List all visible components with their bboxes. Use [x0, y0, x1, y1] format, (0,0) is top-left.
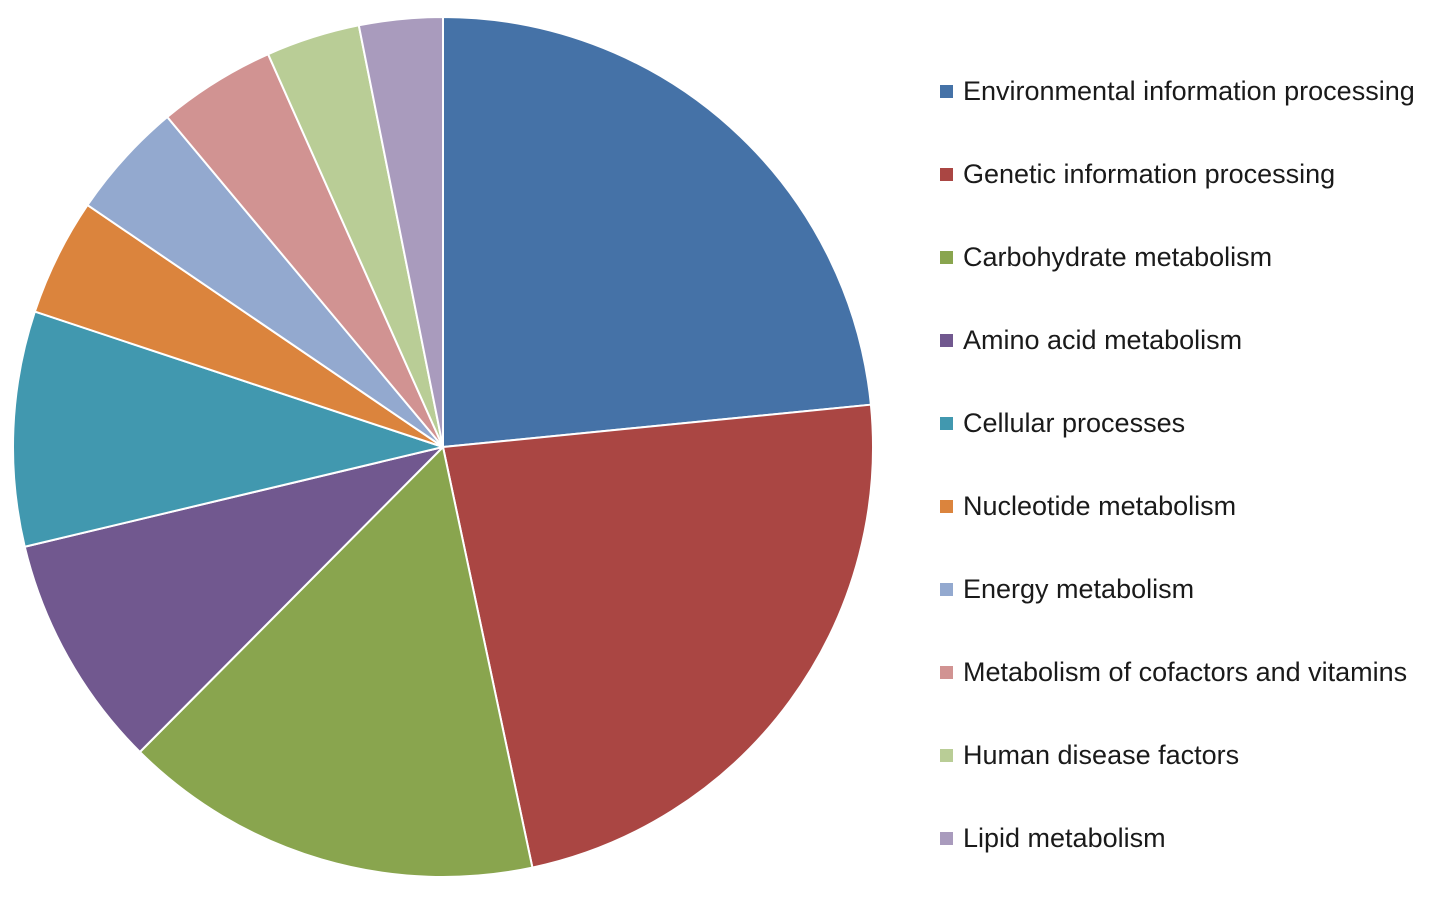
legend-label: Nucleotide metabolism: [963, 491, 1237, 521]
legend-item-nucleotide-metabolism: Nucleotide metabolism: [940, 465, 1450, 548]
pie-plot-area: [12, 16, 874, 878]
legend-label: Amino acid metabolism: [963, 325, 1243, 355]
legend-label: Human disease factors: [963, 740, 1240, 770]
legend-item-lipid-metabolism: Lipid metabolism: [940, 797, 1450, 880]
pie-slice-lipid-metabolism: [357, 16, 444, 448]
legend-swatch: [940, 85, 953, 98]
pie-slice-environmental-information-processing: [442, 16, 872, 448]
legend-label: Energy metabolism: [963, 574, 1195, 604]
legend-swatch: [940, 500, 953, 513]
pie-slice-genetic-information-processing: [442, 403, 874, 869]
legend-label: Metabolism of cofactors and vitamins: [963, 657, 1408, 687]
legend-swatch: [940, 583, 953, 596]
chart-legend: Environmental information processing Gen…: [940, 50, 1450, 880]
legend-label: Carbohydrate metabolism: [963, 242, 1273, 272]
legend-swatch: [940, 832, 953, 845]
legend-label: Lipid metabolism: [963, 823, 1166, 853]
legend-label: Cellular processes: [963, 408, 1186, 438]
legend-item-energy-metabolism: Energy metabolism: [940, 548, 1450, 631]
legend-item-metabolism-of-cofactors-and-vitamins: Metabolism of cofactors and vitamins: [940, 631, 1450, 714]
legend-item-cellular-processes: Cellular processes: [940, 382, 1450, 465]
pie-slice-amino-acid-metabolism: [23, 446, 444, 753]
legend-swatch: [940, 334, 953, 347]
legend-label: Environmental information processing: [963, 76, 1415, 106]
legend-swatch: [940, 666, 953, 679]
pie-slice-cellular-processes: [12, 310, 444, 548]
legend-item-amino-acid-metabolism: Amino acid metabolism: [940, 299, 1450, 382]
legend-item-genetic-information-processing: Genetic information processing: [940, 133, 1450, 216]
pie-slice-carbohydrate-metabolism: [138, 446, 534, 878]
legend-label: Genetic information processing: [963, 159, 1336, 189]
legend-item-carbohydrate-metabolism: Carbohydrate metabolism: [940, 216, 1450, 299]
legend-swatch: [940, 749, 953, 762]
legend-item-environmental-information-processing: Environmental information processing: [940, 50, 1450, 133]
legend-swatch: [940, 168, 953, 181]
legend-item-human-disease-factors: Human disease factors: [940, 714, 1450, 797]
legend-swatch: [940, 251, 953, 264]
legend-swatch: [940, 417, 953, 430]
